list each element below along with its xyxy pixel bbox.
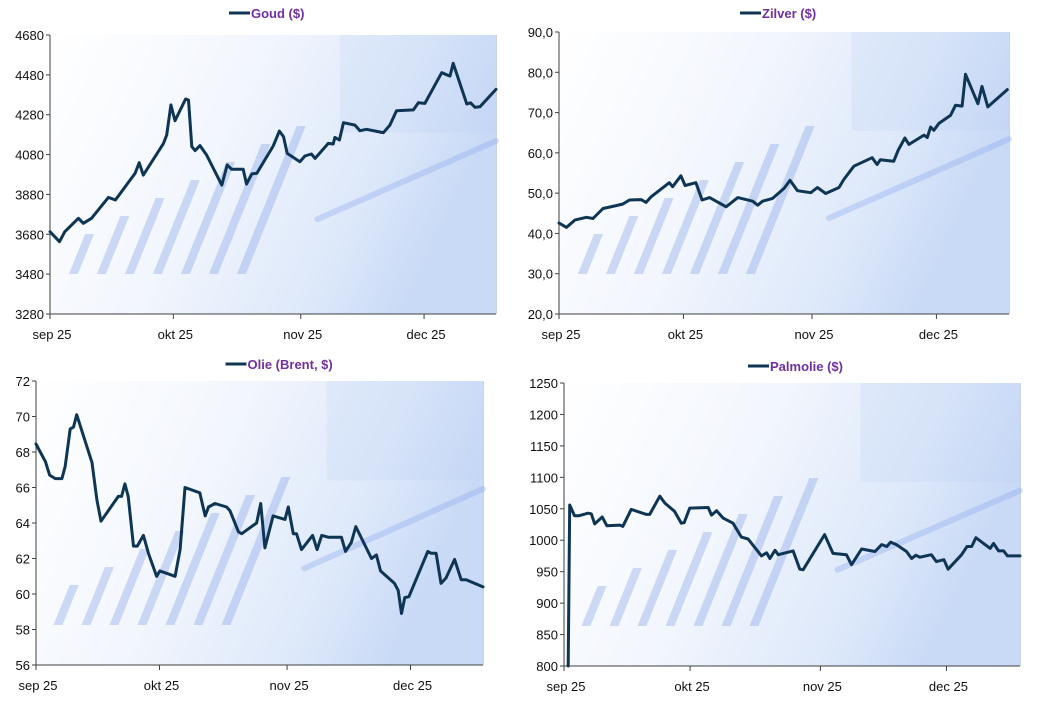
y-tick-label: 4480 <box>15 68 44 83</box>
x-tick-label: dec 25 <box>407 327 446 342</box>
y-tick-label: 950 <box>536 565 558 580</box>
plot-area <box>564 383 1020 666</box>
y-tick-label: 1050 <box>529 502 558 517</box>
x-tick-label: sep 25 <box>32 327 71 342</box>
y-tick-label: 4280 <box>15 108 44 123</box>
x-tick-label: dec 25 <box>929 679 968 694</box>
y-tick-label: 30,0 <box>528 267 553 282</box>
x-tick-label: okt 25 <box>674 679 709 694</box>
y-tick-label: 70,0 <box>528 106 553 121</box>
y-tick-label: 900 <box>536 596 558 611</box>
y-tick-label: 850 <box>536 628 558 643</box>
y-tick-label: 72 <box>16 374 30 389</box>
y-tick-label: 60,0 <box>528 146 553 161</box>
chart-2: 56 58 60 62 64 66 68 70 72 sep 25 okt 25 nov 25 dec … <box>16 357 486 693</box>
series-line <box>34 413 485 615</box>
y-tick-label: 64 <box>16 516 30 531</box>
legend: Zilver ($) <box>740 6 816 21</box>
legend: Olie (Brent, $) <box>225 357 333 372</box>
y-tick-label: 4080 <box>15 148 44 163</box>
series-line <box>557 72 1009 229</box>
x-tick-label: nov 25 <box>794 327 833 342</box>
background-picture <box>68 35 499 274</box>
y-tick-label: 3880 <box>15 187 44 202</box>
series-line <box>48 61 498 244</box>
y-tick-label: 1150 <box>530 439 558 454</box>
x-tick-label: okt 25 <box>144 678 179 693</box>
x-tick-label: sep 25 <box>541 327 580 342</box>
chart-0: 3280 3480 3680 3880 4080 4280 4480 4680 sep 25 ok… <box>15 6 499 342</box>
plot-area <box>559 32 1009 314</box>
y-tick-label: 1100 <box>530 470 558 485</box>
plot-area <box>36 381 483 665</box>
x-tick-label: okt 25 <box>158 327 193 342</box>
legend-label: Goud ($) <box>251 6 304 21</box>
y-tick-label: 1000 <box>529 533 558 548</box>
chart-3: 800 850 900 950 1000 1050 1100 1150 1200 1250 sep … <box>529 359 1023 694</box>
y-tick-label: 50,0 <box>528 186 553 201</box>
x-tick-label: nov 25 <box>803 679 842 694</box>
x-tick-label: sep 25 <box>18 678 57 693</box>
series-line <box>566 494 1022 668</box>
y-tick-label: 1250 <box>529 376 558 391</box>
y-tick-label: 3480 <box>15 267 44 282</box>
y-tick-label: 56 <box>16 658 30 673</box>
y-tick-label: 80,0 <box>528 65 553 80</box>
y-tick-label: 1200 <box>529 407 558 422</box>
y-tick-label: 20,0 <box>528 307 553 322</box>
chart-1: 20,0 30,0 40,0 50,0 60,0 70,0 80,0 90,0 sep 25 ok… <box>528 6 1012 342</box>
x-tick-label: dec 25 <box>393 678 432 693</box>
legend: Goud ($) <box>229 6 304 21</box>
y-tick-label: 90,0 <box>528 25 553 40</box>
y-tick-label: 60 <box>16 587 30 602</box>
legend-label: Palmolie ($) <box>770 359 843 374</box>
x-tick-label: dec 25 <box>919 327 958 342</box>
y-tick-label: 3680 <box>15 227 44 242</box>
legend-label: Zilver ($) <box>762 6 816 21</box>
y-tick-label: 58 <box>16 623 30 638</box>
x-tick-label: sep 25 <box>546 679 585 694</box>
legend: Palmolie ($) <box>748 359 843 374</box>
x-tick-label: nov 25 <box>283 327 322 342</box>
plot-area <box>50 35 496 314</box>
y-tick-label: 40,0 <box>528 226 553 241</box>
y-tick-label: 800 <box>536 659 558 674</box>
y-tick-label: 68 <box>16 445 30 460</box>
y-tick-label: 70 <box>16 410 30 425</box>
background-picture <box>577 32 1012 274</box>
x-tick-label: nov 25 <box>270 678 309 693</box>
y-tick-label: 62 <box>16 552 30 567</box>
x-tick-label: okt 25 <box>668 327 703 342</box>
background-picture <box>53 381 486 625</box>
y-tick-label: 3280 <box>15 307 44 322</box>
y-tick-label: 4680 <box>15 28 44 43</box>
legend-label: Olie (Brent, $) <box>248 357 333 372</box>
y-tick-label: 66 <box>16 481 30 496</box>
